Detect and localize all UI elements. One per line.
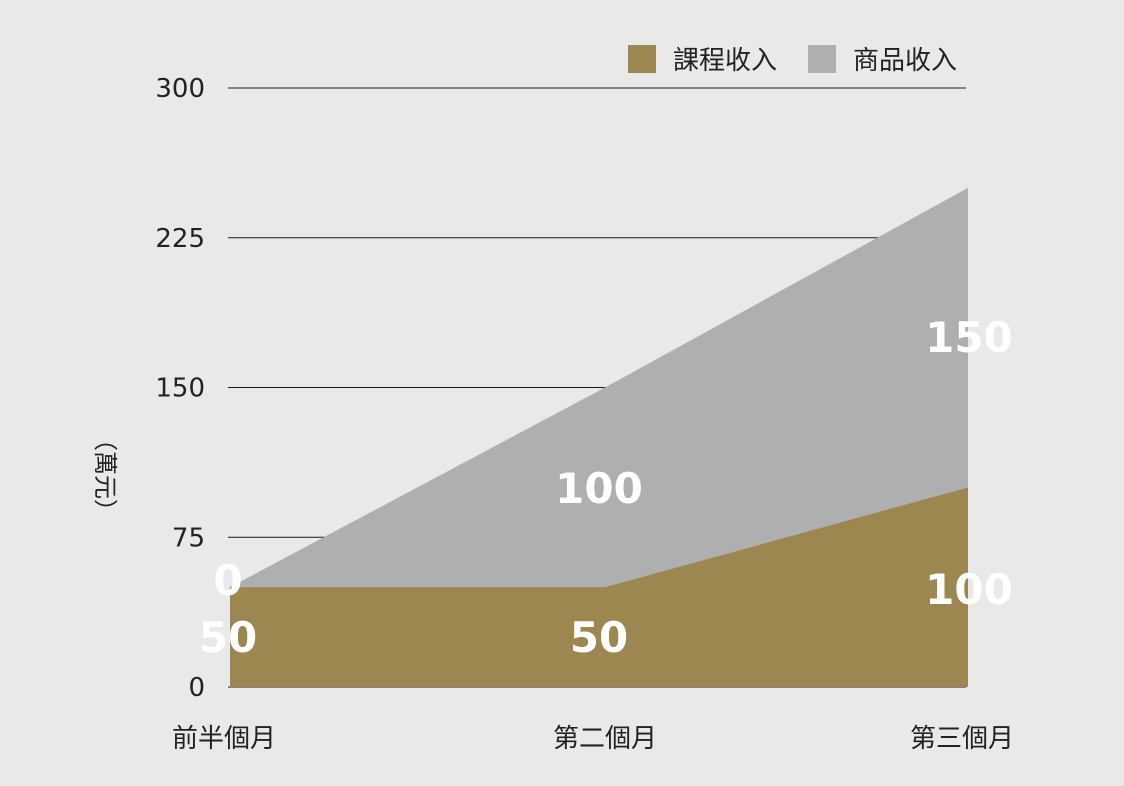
series-areas bbox=[230, 187, 968, 687]
y-tick-label: 0 bbox=[188, 673, 205, 703]
data-label-series-2: 0 bbox=[213, 556, 242, 605]
x-category-label: 前半個月 bbox=[172, 724, 276, 754]
x-category-label: 第二個月 bbox=[553, 724, 657, 754]
y-tick-label: 225 bbox=[155, 224, 205, 254]
data-label-series-1: 100 bbox=[925, 565, 1013, 614]
y-tick-label: 75 bbox=[172, 523, 205, 553]
data-label-series-1: 50 bbox=[199, 613, 257, 662]
data-label-series-1: 50 bbox=[570, 613, 628, 662]
y-tick-label: 300 bbox=[155, 74, 205, 104]
y-axis-ticks: 0 75 150 225 300 bbox=[155, 74, 205, 703]
data-label-series-2: 100 bbox=[555, 464, 643, 513]
legend-label: 商品收入 bbox=[853, 46, 957, 76]
y-tick-label: 150 bbox=[155, 374, 205, 404]
legend-swatch bbox=[628, 45, 656, 73]
legend: 課程收入 商品收入 bbox=[628, 45, 957, 76]
data-label-series-2: 150 bbox=[925, 313, 1013, 362]
area-series-1 bbox=[230, 487, 968, 687]
legend-label: 課程收入 bbox=[673, 46, 777, 76]
legend-swatch bbox=[808, 45, 836, 73]
x-category-label: 第三個月 bbox=[910, 724, 1014, 754]
x-axis-categories: 前半個月 第二個月 第三個月 bbox=[172, 724, 1014, 754]
data-labels: 50 50 100 0 100 150 bbox=[199, 313, 1013, 662]
y-axis-label: （萬元） bbox=[91, 427, 119, 523]
area-series-2 bbox=[230, 187, 968, 588]
